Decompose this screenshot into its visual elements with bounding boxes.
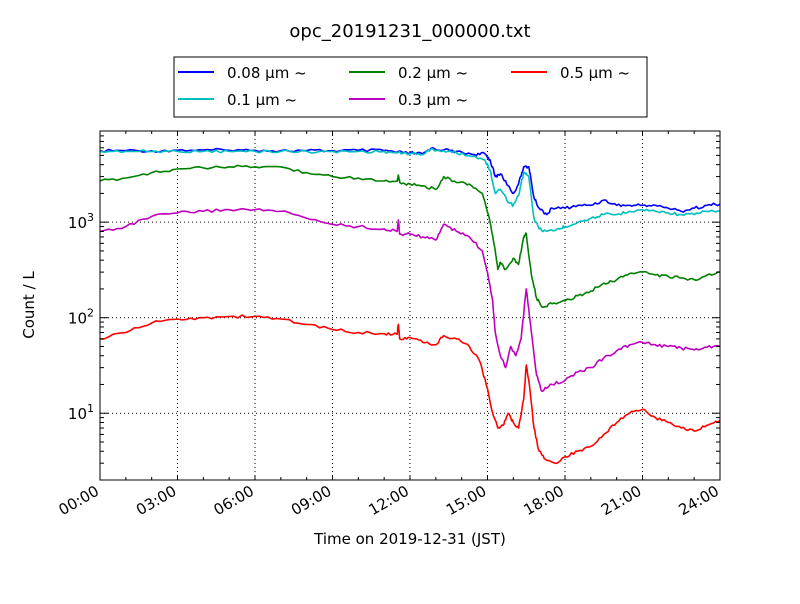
x-tick-label: 06:00 — [211, 482, 257, 519]
y-axis-label: Count / L — [20, 271, 38, 339]
legend-label: 0.3 μm ~ — [398, 91, 468, 109]
y-axis-ticks: 101 102 103 — [68, 130, 720, 481]
x-tick-label: 12:00 — [366, 482, 412, 519]
x-tick-label: 24:00 — [676, 482, 722, 519]
legend: 0.08 μm ~ 0.1 μm ~ 0.2 μm ~ 0.3 μm ~ 0.5 μm … — [173, 56, 648, 118]
x-tick-label: 15:00 — [443, 482, 489, 519]
x-tick-label: 21:00 — [598, 482, 644, 519]
x-axis-ticks: 00:00 03:00 06:00 09:00 12:00 15:00 18:00 21:00… — [56, 131, 722, 519]
x-axis-label: Time on 2019-12-31 (JST) — [313, 530, 506, 548]
series-line — [99, 164, 720, 309]
x-tick-label: 00:00 — [56, 482, 102, 519]
y-tick-label: 103 — [68, 211, 94, 232]
y-tick-label: 101 — [68, 402, 94, 423]
grid — [100, 131, 720, 480]
series-line — [99, 207, 721, 393]
chart-title: opc_20191231_000000.txt — [289, 21, 530, 42]
series-lines — [99, 146, 721, 465]
legend-label: 0.08 μm ~ — [227, 64, 307, 82]
legend-label: 0.2 μm ~ — [398, 64, 468, 82]
x-tick-label: 18:00 — [521, 482, 567, 519]
x-tick-label: 03:00 — [133, 482, 179, 519]
legend-frame — [173, 56, 648, 118]
legend-label: 0.1 μm ~ — [227, 91, 297, 109]
x-tick-label: 09:00 — [288, 482, 334, 519]
legend-label: 0.5 μm ~ — [560, 64, 630, 82]
series-line — [99, 146, 721, 216]
series-line — [99, 314, 721, 465]
y-tick-label: 102 — [68, 307, 94, 328]
series-line — [99, 148, 721, 233]
